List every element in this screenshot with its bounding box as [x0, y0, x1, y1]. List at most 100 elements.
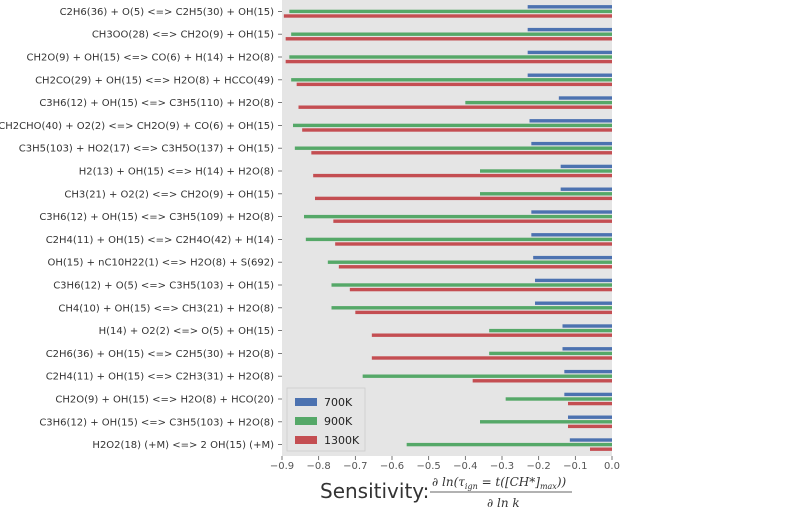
category-label-8: CH3(21) + O2(2) <=> CH2O(9) + OH(15)	[64, 189, 274, 200]
category-label-19: H2O2(18) (+M) <=> 2 OH(15) (+M)	[92, 440, 274, 451]
x-tick-label-0: −0.9	[270, 461, 294, 472]
bar-1300k-4	[298, 105, 612, 109]
category-label-5: CH2CHO(40) + O2(2) <=> CH2O(9) + CO(6) +…	[0, 121, 274, 132]
bar-1300k-14	[371, 333, 612, 337]
bar-700k-9	[531, 210, 612, 214]
bar-700k-15	[562, 347, 612, 351]
legend: 700K 900K 1300K	[286, 387, 366, 452]
bar-900k-18	[480, 420, 612, 424]
x-tick-label-5: −0.4	[453, 461, 477, 472]
xlabel-numerator: ∂ ln(τign = t([CH*]max))	[432, 475, 567, 491]
bar-900k-15	[489, 351, 612, 356]
bar-1300k-3	[296, 82, 612, 87]
category-label-12: C3H6(12) + O(5) <=> C3H5(103) + OH(15)	[53, 281, 274, 292]
bar-1300k-17	[568, 401, 612, 406]
bar-700k-11	[533, 255, 612, 260]
bar-1300k-12	[349, 287, 612, 292]
bar-900k-4	[465, 100, 612, 105]
x-tick-label-6: −0.3	[490, 461, 514, 472]
bar-700k-16	[564, 369, 612, 374]
x-tick-label-2: −0.7	[343, 461, 367, 472]
bar-900k-16	[362, 374, 612, 378]
legend-label-1300k: 1300K	[324, 434, 360, 447]
category-label-14: H(14) + O2(2) <=> O(5) + OH(15)	[99, 326, 274, 337]
bar-900k-1	[291, 32, 612, 36]
bar-900k-6	[294, 146, 612, 150]
bar-700k-0	[527, 5, 612, 9]
bar-700k-2	[527, 50, 612, 55]
x-axis: −0.9 −0.8 −0.7 −0.6 −0.5 −0.4 −0.3 −0.2 −0.1 0.0	[270, 456, 620, 472]
x-tick-label-8: −0.1	[563, 461, 587, 472]
bar-900k-14	[489, 328, 612, 333]
category-label-10: C2H4(11) + OH(15) <=> C2H4O(42) + H(14)	[46, 235, 274, 246]
bar-900k-11	[327, 260, 612, 264]
category-label-9: C3H6(12) + OH(15) <=> C3H5(109) + H2O(8)	[39, 212, 274, 223]
bars-group	[283, 5, 612, 451]
bar-900k-8	[480, 192, 612, 196]
category-label-15: C2H6(36) + OH(15) <=> C2H5(30) + H2O(8)	[46, 349, 274, 360]
bar-1300k-10	[335, 242, 612, 246]
legend-swatch-900k	[295, 417, 317, 425]
bar-1300k-5	[302, 128, 612, 132]
category-label-0: C2H6(36) + O(5) <=> C2H5(30) + OH(15)	[60, 7, 275, 18]
bar-1300k-18	[568, 424, 612, 429]
bar-900k-12	[331, 283, 612, 287]
bar-1300k-0	[283, 14, 612, 18]
legend-label-900k: 900K	[324, 415, 353, 428]
category-label-7: H2(13) + OH(15) <=> H(14) + H2O(8)	[79, 167, 274, 178]
xlabel-num-part2: = t([CH*]	[478, 475, 541, 489]
bar-700k-17	[564, 392, 612, 397]
category-labels: C2H6(36) + O(5) <=> C2H5(30) + OH(15) CH3…	[0, 7, 282, 451]
bar-700k-10	[531, 233, 612, 237]
xlabel-num-sub2: max	[540, 482, 557, 491]
bar-700k-6	[531, 141, 612, 146]
xlabel-num-close: ))	[556, 475, 567, 489]
category-label-6: C3H5(103) + HO2(17) <=> C3H5O(137) + OH(…	[19, 144, 274, 155]
bar-1300k-16	[472, 379, 612, 383]
bar-900k-10	[305, 237, 612, 242]
bar-1300k-11	[338, 265, 612, 269]
bar-700k-12	[535, 278, 612, 283]
bar-900k-2	[289, 55, 612, 59]
legend-label-700k: 700K	[324, 396, 353, 409]
bar-1300k-6	[311, 151, 612, 155]
bar-900k-17	[505, 397, 612, 401]
x-axis-label: Sensitivity: ∂ ln(τign = t([CH*]max)) ∂ …	[320, 475, 572, 510]
category-label-18: C3H6(12) + OH(15) <=> C3H5(103) + H2O(8)	[39, 417, 274, 428]
bar-1300k-9	[333, 219, 612, 223]
bar-1300k-13	[355, 310, 612, 315]
bar-700k-14	[562, 324, 612, 328]
bar-900k-0	[289, 9, 612, 14]
bar-700k-7	[560, 164, 612, 169]
xlabel-denominator: ∂ ln k	[487, 496, 520, 510]
bar-1300k-15	[371, 356, 612, 360]
bar-700k-13	[535, 301, 612, 305]
bar-900k-9	[304, 214, 612, 219]
bar-700k-1	[527, 27, 612, 32]
xlabel-num-sub1: ign	[465, 482, 478, 491]
bar-1300k-2	[285, 59, 612, 64]
category-label-17: CH2O(9) + OH(15) <=> H2O(8) + HCO(20)	[55, 395, 274, 406]
bar-700k-18	[568, 415, 612, 419]
category-label-2: CH2O(9) + OH(15) <=> CO(6) + H(14) + H2O…	[26, 53, 274, 64]
bar-700k-3	[527, 73, 612, 77]
category-label-11: OH(15) + nC10H22(1) <=> H2O(8) + S(692)	[48, 258, 275, 269]
bar-900k-19	[406, 442, 612, 447]
x-tick-label-9: 0.0	[604, 461, 620, 472]
category-label-16: C2H4(11) + OH(15) <=> C2H3(31) + H2O(8)	[46, 372, 274, 383]
x-tick-label-3: −0.6	[380, 461, 404, 472]
legend-swatch-1300k	[295, 436, 317, 444]
category-label-4: C3H6(12) + OH(15) <=> C3H5(110) + H2O(8)	[39, 98, 274, 109]
bar-900k-5	[293, 123, 612, 128]
xlabel-num-part1: ∂ ln(τ	[432, 475, 465, 489]
x-tick-label-7: −0.2	[527, 461, 551, 472]
bar-1300k-1	[285, 37, 612, 41]
bar-700k-19	[569, 438, 612, 442]
x-tick-label-1: −0.8	[307, 461, 331, 472]
xlabel-text: Sensitivity:	[320, 479, 429, 503]
bar-900k-13	[331, 306, 612, 310]
bar-1300k-7	[313, 173, 612, 178]
legend-swatch-700k	[295, 398, 317, 406]
